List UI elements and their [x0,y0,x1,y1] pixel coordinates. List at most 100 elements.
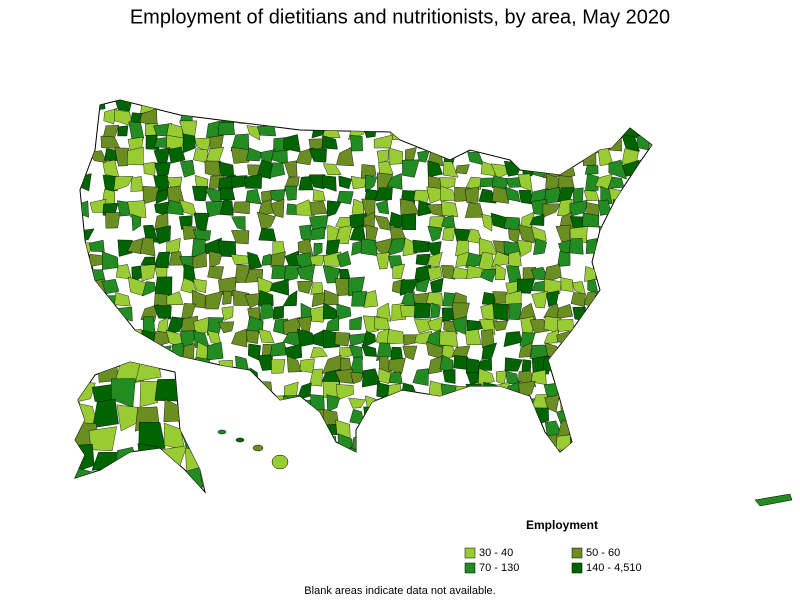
map-area [363,406,381,427]
map-area [439,330,459,347]
map-area [505,399,521,413]
map-area [429,408,442,424]
map-area [297,280,314,294]
map-area [596,395,614,411]
map-area [282,290,298,307]
map-area [570,395,588,411]
map-area [492,303,509,321]
map-area [609,407,628,422]
map-area [399,279,419,296]
map-area [115,344,133,358]
map-area [400,449,416,452]
map-area [557,303,574,319]
map-area [427,398,444,410]
map-area [130,176,144,192]
map-area [597,302,610,322]
hawaii [217,429,289,470]
map-area [646,100,652,111]
map-area [101,278,120,294]
map-area [349,316,362,330]
map-area [364,447,380,452]
map-area [412,368,429,386]
map-area [338,347,353,360]
map-area [192,251,207,269]
map-area [490,212,508,230]
map-area [192,185,209,202]
map-area [166,199,184,216]
map-area [583,446,602,452]
map-area [478,108,494,123]
map-area [611,355,623,373]
map-area [326,394,340,412]
map-area [351,107,366,127]
map-area [376,149,389,165]
map-area [649,124,652,140]
map-area [468,134,482,154]
map-area [543,329,559,344]
map-area [413,302,431,319]
map-area [154,276,173,296]
map-area [634,393,652,413]
map-area [608,107,626,126]
map-area [285,446,299,452]
map-area [455,164,470,175]
map-area [155,188,170,205]
map-area [244,174,262,189]
map-area [116,466,143,492]
map-area [336,191,354,205]
map-area [386,173,403,190]
map-area [92,398,119,429]
map-area [335,368,353,384]
map-area [516,239,532,257]
map-area [569,125,588,138]
map-area [233,110,247,125]
map-area [311,292,329,308]
map-area [271,359,286,374]
note: Blank areas indicate data not available. [304,585,495,597]
map-area [648,447,652,452]
map-area [440,383,458,401]
map-area [309,254,326,267]
map-area [634,263,652,280]
map-area [194,137,212,152]
map-area [88,239,105,252]
map-area [80,329,93,346]
map-area [582,212,600,228]
map-area [401,120,420,141]
map-area [531,225,547,244]
map-area [375,200,390,215]
map-area [309,447,329,452]
map-area [246,125,261,141]
map-area [520,100,536,112]
map-area [427,160,443,178]
map-area [206,397,224,411]
map-area [559,149,575,165]
map-area [417,138,433,151]
map-area [309,368,323,387]
map-area [103,108,118,125]
map-area [646,175,652,192]
map-area [322,163,342,176]
map-area [233,445,249,452]
map-area [608,100,627,113]
map-area [321,135,338,150]
map-area [599,384,615,400]
map-area [360,238,378,256]
map-area [286,355,303,373]
map-area [646,293,652,305]
map-area [308,174,326,190]
map-area [252,444,264,452]
map-area [388,371,403,385]
map-area [586,308,601,323]
map-area [480,268,497,283]
map-area [321,124,341,138]
map-area [374,397,392,410]
map-area [596,406,609,425]
map-area [633,432,652,451]
map-area [399,394,419,412]
map-area [80,200,89,218]
map-area [136,464,164,492]
map-area [245,420,260,438]
map-area [556,124,575,138]
map-area [80,120,92,140]
